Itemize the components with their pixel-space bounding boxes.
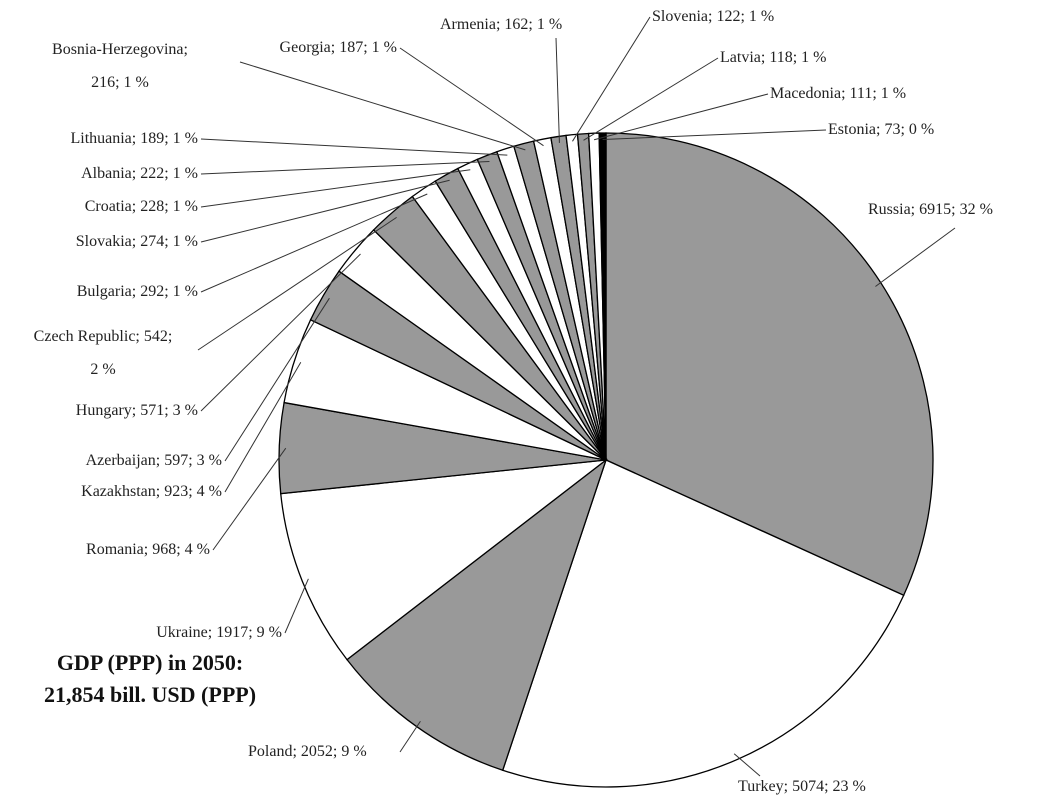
data-label: Romania; 968; 4 % (86, 541, 210, 558)
data-label: Slovenia; 122; 1 % (652, 8, 774, 25)
data-label: Slovakia; 274; 1 % (76, 233, 198, 250)
data-label: Turkey; 5074; 23 % (738, 778, 866, 795)
chart-title: GDP (PPP) in 2050: 21,854 bill. USD (PPP) (44, 650, 256, 707)
leader-line (602, 129, 827, 141)
data-label: Azerbaijan; 597; 3 % (86, 452, 222, 469)
data-label: Bulgaria; 292; 1 % (77, 283, 198, 300)
pie-slice (280, 459, 609, 661)
data-label: Lithuania; 189; 1 % (70, 130, 198, 147)
data-label: Georgia; 187; 1 % (280, 39, 397, 56)
leader-line (224, 362, 302, 493)
slices (278, 132, 934, 788)
data-label: Bosnia-Herzegovina; 216; 1 % (52, 41, 188, 91)
leader-line (239, 61, 526, 151)
leader-line (572, 16, 651, 142)
labels: Russia; 6915; 32 % Turkey; 5074; 23 % Pola… (34, 8, 993, 795)
leader-line (200, 179, 450, 243)
data-label: Russia; 6915; 32 % (868, 201, 993, 218)
data-label: Estonia; 73; 0 % (828, 121, 934, 138)
data-label: Kazakhstan; 923; 4 % (81, 483, 222, 500)
data-label: Albania; 222; 1 % (81, 165, 198, 182)
leader-line (200, 138, 508, 156)
data-label: Armenia; 162; 1 % (440, 16, 562, 33)
data-label: Latvia; 118; 1 % (720, 49, 827, 66)
leader-line (200, 193, 428, 293)
leader-line (224, 297, 330, 462)
data-label: Ukraine; 1917; 9 % (156, 624, 282, 641)
leader-line (284, 578, 309, 634)
data-label: Macedonia; 111; 1 % (770, 85, 906, 102)
data-label: Poland; 2052; 9 % (248, 743, 367, 760)
leader-line (593, 93, 769, 141)
data-label: Czech Republic; 542; 2 % (34, 328, 173, 378)
pie-slice (501, 459, 905, 788)
leader-line (200, 253, 361, 412)
leader-line (200, 169, 471, 208)
leader-line (399, 47, 544, 147)
leader-line (399, 720, 421, 753)
leader-line (583, 57, 719, 141)
pie-slice (598, 132, 607, 461)
data-label: Hungary; 571; 3 % (76, 402, 198, 419)
leader-line (212, 447, 287, 551)
leader-line (875, 227, 956, 287)
leader-line (555, 37, 560, 143)
leader-line (200, 160, 490, 175)
leader-line (733, 753, 761, 777)
leader-line (197, 216, 397, 351)
data-label: Croatia; 228; 1 % (85, 198, 198, 215)
